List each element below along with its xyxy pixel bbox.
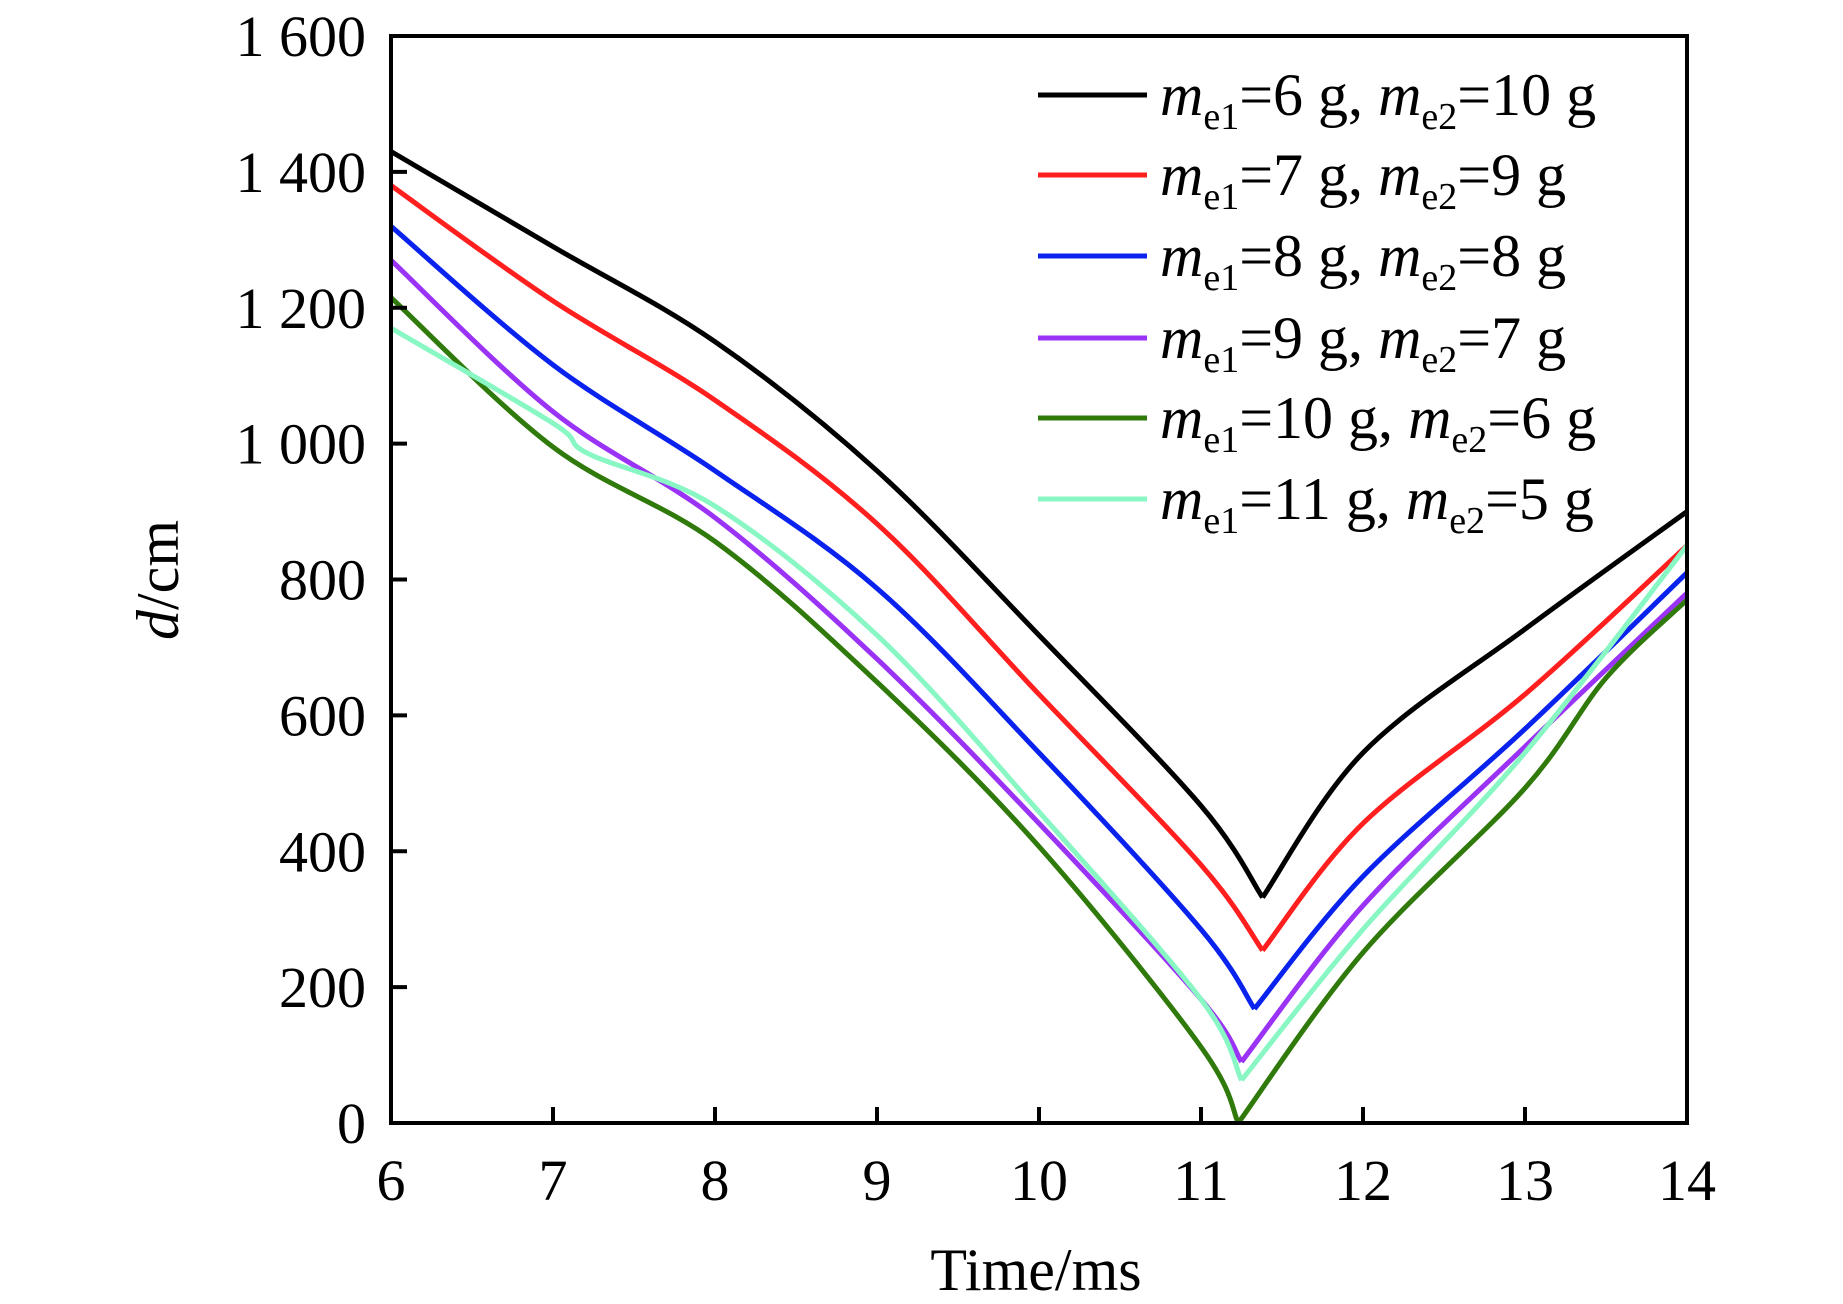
legend-entry: me1=7 g, me2=9 g bbox=[1038, 142, 1566, 218]
legend-label: me1=7 g, me2=9 g bbox=[1160, 142, 1566, 218]
x-tick-label: 6 bbox=[377, 1148, 406, 1213]
legend-label-part: =8 g, bbox=[1239, 223, 1378, 289]
legend-label: me1=6 g, me2=10 g bbox=[1160, 62, 1596, 138]
y-tick-label: 600 bbox=[279, 683, 366, 748]
legend-label-part: e2 bbox=[1449, 500, 1485, 542]
legend-label-part: =10 g bbox=[1457, 62, 1596, 128]
x-tick-label: 8 bbox=[701, 1148, 730, 1213]
legend-label-part: =11 g, bbox=[1239, 466, 1406, 532]
legend-label-part: e1 bbox=[1203, 96, 1239, 138]
legend-entry: me1=10 g, me2=6 g bbox=[1038, 385, 1596, 461]
legend-label-part: =6 g, bbox=[1239, 62, 1378, 128]
legend-label-part: =9 g bbox=[1457, 142, 1566, 208]
y-tick-label: 1 400 bbox=[236, 140, 367, 205]
legend-label-part: m bbox=[1378, 142, 1421, 208]
y-axis-unit: /cm bbox=[125, 520, 191, 610]
y-tick-label: 800 bbox=[279, 548, 366, 613]
legend-label: me1=11 g, me2=5 g bbox=[1160, 466, 1594, 542]
x-tick-label: 11 bbox=[1173, 1148, 1229, 1213]
legend-label-part: =7 g bbox=[1457, 305, 1566, 371]
y-axis-symbol: d bbox=[125, 609, 191, 640]
legend-label-part: e1 bbox=[1203, 257, 1239, 299]
legend-label-part: e1 bbox=[1203, 176, 1239, 218]
series-line-4 bbox=[389, 258, 1689, 1064]
x-tick-label: 10 bbox=[1010, 1148, 1068, 1213]
legend-label-part: =9 g, bbox=[1239, 305, 1378, 371]
legend-label-part: =6 g bbox=[1487, 385, 1596, 451]
series-layer bbox=[389, 149, 1689, 1125]
legend-entry: me1=6 g, me2=10 g bbox=[1038, 62, 1596, 138]
x-tick-label: 9 bbox=[863, 1148, 892, 1213]
series-line-1 bbox=[389, 149, 1689, 899]
y-tick-label: 400 bbox=[279, 819, 366, 884]
legend-label-part: =5 g bbox=[1485, 466, 1594, 532]
x-tick-label: 7 bbox=[539, 1148, 568, 1213]
legend-label-part: m bbox=[1160, 385, 1203, 451]
legend-label-part: =7 g, bbox=[1239, 142, 1378, 208]
x-tick-label: 14 bbox=[1658, 1148, 1716, 1213]
legend-entry: me1=11 g, me2=5 g bbox=[1038, 466, 1594, 542]
legend-label: me1=9 g, me2=7 g bbox=[1160, 305, 1566, 381]
legend-label-part: e2 bbox=[1421, 176, 1457, 218]
x-axis-label: Time/ms bbox=[930, 1237, 1141, 1303]
series-line-2 bbox=[389, 183, 1689, 952]
ticks-layer: 6 7 8 9 10 11 12 13 14 0 200 400 600 800 1 000 1 200 1 4… bbox=[236, 4, 1717, 1213]
legend-label-part: e2 bbox=[1421, 339, 1457, 381]
legend-label-part: m bbox=[1378, 223, 1421, 289]
legend-label: me1=8 g, me2=8 g bbox=[1160, 223, 1566, 299]
legend-label-part: e2 bbox=[1421, 257, 1457, 299]
y-axis-label: d/cm bbox=[125, 520, 191, 640]
legend-label-part: e1 bbox=[1203, 339, 1239, 381]
legend-entry: me1=8 g, me2=8 g bbox=[1038, 223, 1566, 299]
legend-label-part: m bbox=[1160, 62, 1203, 128]
y-tick-label: 1 000 bbox=[236, 412, 367, 477]
x-tick-label: 13 bbox=[1496, 1148, 1554, 1213]
y-tick-label: 0 bbox=[337, 1091, 366, 1156]
y-tick-label: 1 600 bbox=[236, 4, 367, 69]
series-line-6 bbox=[389, 325, 1689, 1082]
legend-label-part: e1 bbox=[1203, 419, 1239, 461]
legend-label-part: e2 bbox=[1421, 96, 1457, 138]
legend-label-part: m bbox=[1160, 142, 1203, 208]
legend-label: me1=10 g, me2=6 g bbox=[1160, 385, 1596, 461]
legend-label-part: m bbox=[1378, 305, 1421, 371]
legend-label-part: e2 bbox=[1451, 419, 1487, 461]
y-tick-label: 200 bbox=[279, 955, 366, 1020]
legend-label-part: =10 g, bbox=[1239, 385, 1408, 451]
legend-entry: me1=9 g, me2=7 g bbox=[1038, 305, 1566, 381]
legend-label-part: m bbox=[1160, 223, 1203, 289]
legend-label-part: m bbox=[1160, 305, 1203, 371]
legend-label-part: m bbox=[1160, 466, 1203, 532]
legend-label-part: m bbox=[1408, 385, 1451, 451]
legend-label-part: m bbox=[1406, 466, 1449, 532]
legend-label-part: =8 g bbox=[1457, 223, 1566, 289]
series-line-3 bbox=[389, 224, 1689, 1011]
series-line-5 bbox=[389, 295, 1689, 1125]
legend-label-part: m bbox=[1378, 62, 1421, 128]
legend-label-part: e1 bbox=[1203, 500, 1239, 542]
y-tick-label: 1 200 bbox=[236, 276, 367, 341]
x-tick-label: 12 bbox=[1334, 1148, 1392, 1213]
